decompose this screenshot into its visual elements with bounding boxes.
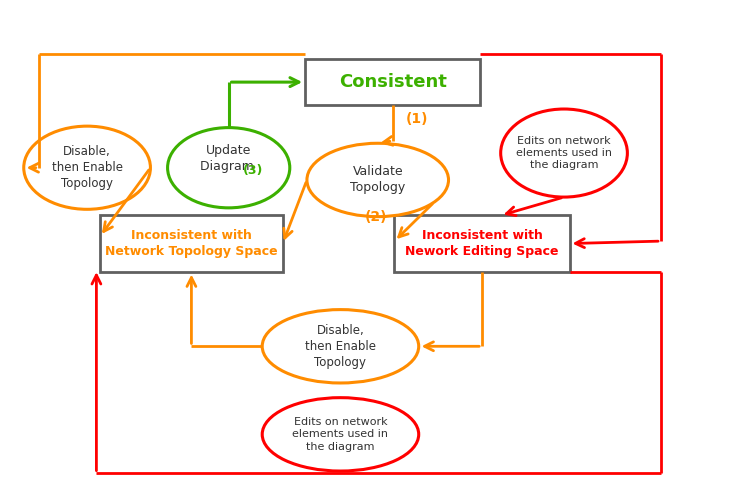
FancyArrowPatch shape (399, 204, 432, 237)
Ellipse shape (500, 109, 628, 197)
Ellipse shape (307, 143, 449, 216)
Text: Update
Diagram: Update Diagram (200, 145, 257, 173)
Text: Validate
Topology: Validate Topology (350, 165, 405, 194)
Text: Edits on network
elements used in
the diagram: Edits on network elements used in the di… (292, 417, 388, 452)
FancyArrowPatch shape (575, 239, 658, 247)
FancyArrowPatch shape (425, 342, 479, 351)
FancyArrowPatch shape (231, 78, 299, 87)
FancyArrowPatch shape (384, 136, 393, 145)
Text: Inconsistent with
Nework Editing Space: Inconsistent with Nework Editing Space (405, 229, 559, 258)
Ellipse shape (263, 398, 419, 471)
FancyArrowPatch shape (30, 163, 38, 172)
Text: (2): (2) (364, 210, 387, 224)
Ellipse shape (168, 127, 289, 208)
FancyArrowPatch shape (104, 170, 149, 231)
Text: Disable,
then Enable
Topology: Disable, then Enable Topology (305, 324, 376, 369)
Text: Consistent: Consistent (339, 73, 447, 91)
Ellipse shape (263, 309, 419, 383)
FancyBboxPatch shape (394, 215, 570, 272)
FancyArrowPatch shape (187, 277, 196, 343)
FancyArrowPatch shape (506, 198, 561, 215)
Text: (3): (3) (243, 164, 263, 177)
FancyArrowPatch shape (92, 275, 101, 471)
Text: Inconsistent with
Network Topology Space: Inconsistent with Network Topology Space (105, 229, 278, 258)
Text: (1): (1) (406, 112, 429, 126)
Ellipse shape (24, 126, 150, 209)
FancyBboxPatch shape (100, 215, 283, 272)
Text: Disable,
then Enable
Topology: Disable, then Enable Topology (52, 145, 123, 190)
FancyArrowPatch shape (283, 183, 306, 238)
Text: Edits on network
elements used in
the diagram: Edits on network elements used in the di… (516, 136, 612, 170)
FancyBboxPatch shape (305, 59, 480, 105)
